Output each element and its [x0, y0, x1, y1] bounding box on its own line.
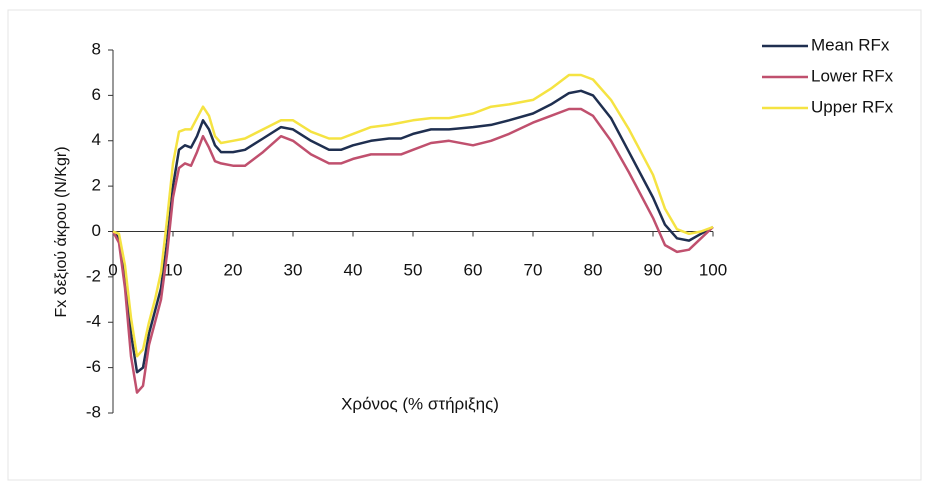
y-tick-label: 2: [92, 176, 101, 195]
series-line: [112, 89, 714, 374]
x-tick-label: 70: [524, 260, 543, 279]
y-tick-label: -2: [86, 266, 101, 285]
series-line: [112, 73, 714, 358]
y-tick-label: 6: [92, 85, 101, 104]
y-tick-label: -6: [86, 357, 101, 376]
x-tick-label: 50: [404, 260, 423, 279]
x-axis-title: Χρόνος (% στήριξης): [341, 394, 499, 413]
x-tick-label: 90: [644, 260, 663, 279]
chart-frame: [7, 9, 922, 481]
legend-label: Upper RFx: [811, 97, 894, 116]
x-tick-label: 100: [699, 260, 727, 279]
x-tick-label: 80: [584, 260, 603, 279]
series-line: [111, 107, 714, 394]
y-tick-label: 0: [92, 221, 101, 240]
x-tick-label: 0: [108, 260, 117, 279]
y-tick-label: 4: [92, 130, 101, 149]
x-tick-label: 40: [344, 260, 363, 279]
legend-label: Lower RFx: [811, 66, 894, 85]
x-tick-label: 20: [224, 260, 243, 279]
y-tick-label: -8: [86, 402, 101, 421]
legend-label: Mean RFx: [811, 35, 890, 54]
x-tick-label: 30: [284, 260, 303, 279]
y-tick-label: 8: [92, 39, 101, 58]
y-tick-label: -4: [86, 312, 101, 331]
y-axis-title: Fx δεξιού άκρου (N/Kgr): [53, 146, 70, 317]
x-tick-label: 10: [164, 260, 183, 279]
x-tick-label: 60: [464, 260, 483, 279]
